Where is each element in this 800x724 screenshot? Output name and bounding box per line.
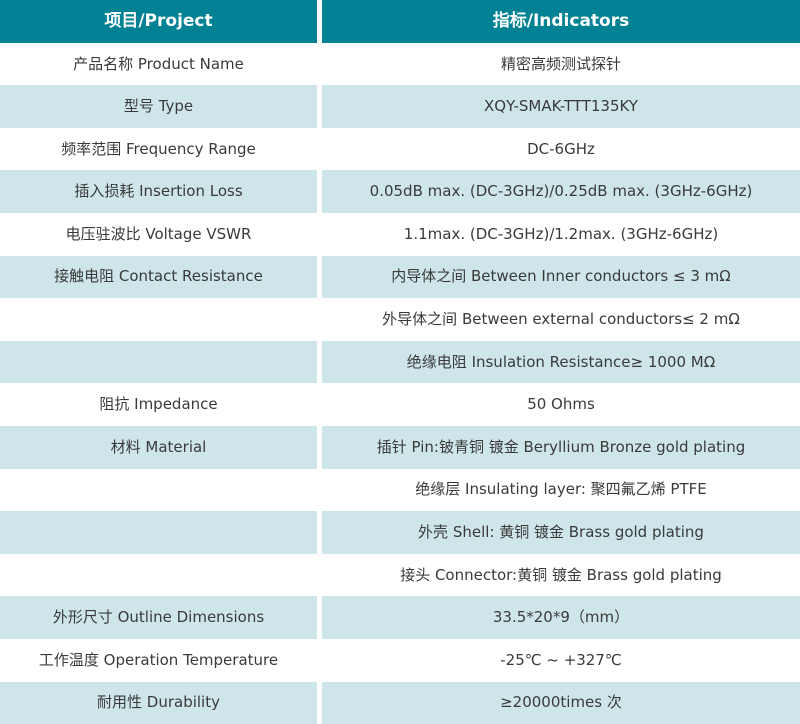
indicator-cell: 插针 Pin:铍青铜 镀金 Beryllium Bronze gold plat…	[322, 425, 800, 469]
indicator-cell: 绝缘层 Insulating layer: 聚四氟乙烯 PTFE	[322, 468, 800, 512]
indicator-cell: ≥20000times 次	[322, 681, 800, 724]
project-cell: 阻抗 Impedance	[0, 383, 317, 426]
indicator-cell: 精密高频测试探针	[322, 42, 800, 86]
indicator-cell: 0.05dB max. (DC-3GHz)/0.25dB max. (3GHz-…	[322, 170, 800, 213]
indicator-cell: 外壳 Shell: 黄铜 镀金 Brass gold plating	[322, 511, 800, 554]
column-divider	[317, 255, 322, 299]
table-row: 型号 Type XQY-SMAK-TTT135KY	[0, 85, 800, 128]
indicator-cell: XQY-SMAK-TTT135KY	[322, 85, 800, 128]
project-cell	[0, 340, 317, 384]
table-header-row: 项目/Project 指标/Indicators	[0, 0, 800, 43]
column-divider	[317, 85, 322, 128]
project-cell: 工作温度 Operation Temperature	[0, 638, 317, 682]
table-row: 电压驻波比 Voltage VSWR 1.1max. (DC-3GHz)/1.2m…	[0, 212, 800, 256]
project-cell: 接触电阻 Contact Resistance	[0, 255, 317, 299]
project-cell: 型号 Type	[0, 85, 317, 128]
indicator-cell: -25℃ ~ +327℃	[322, 638, 800, 682]
column-divider	[317, 383, 322, 426]
table-row: 外导体之间 Between external conductors≤ 2 mΩ	[0, 298, 800, 341]
indicator-cell: 1.1max. (DC-3GHz)/1.2max. (3GHz-6GHz)	[322, 212, 800, 256]
column-divider	[317, 638, 322, 682]
column-divider	[317, 681, 322, 724]
project-cell: 材料 Material	[0, 425, 317, 469]
column-divider	[317, 468, 322, 512]
table-row: 工作温度 Operation Temperature -25℃ ~ +327℃	[0, 638, 800, 682]
project-cell	[0, 298, 317, 341]
project-cell: 电压驻波比 Voltage VSWR	[0, 212, 317, 256]
project-cell: 插入损耗 Insertion Loss	[0, 170, 317, 213]
column-divider	[317, 170, 322, 213]
indicator-cell: 50 Ohms	[322, 383, 800, 426]
table-row: 阻抗 Impedance 50 Ohms	[0, 383, 800, 426]
indicator-cell: 外导体之间 Between external conductors≤ 2 mΩ	[322, 298, 800, 341]
column-divider	[317, 340, 322, 384]
table-row: 产品名称 Product Name 精密高频测试探针	[0, 42, 800, 86]
column-divider	[317, 511, 322, 554]
project-cell	[0, 468, 317, 512]
indicator-cell: DC-6GHz	[322, 127, 800, 171]
column-divider	[317, 425, 322, 469]
table-row: 外形尺寸 Outline Dimensions 33.5*20*9（mm）	[0, 596, 800, 639]
table-row: 外壳 Shell: 黄铜 镀金 Brass gold plating	[0, 511, 800, 554]
column-divider	[317, 0, 322, 43]
indicator-cell: 内导体之间 Between Inner conductors ≤ 3 mΩ	[322, 255, 800, 299]
project-cell: 外形尺寸 Outline Dimensions	[0, 596, 317, 639]
column-divider	[317, 212, 322, 256]
project-cell	[0, 553, 317, 597]
project-cell	[0, 511, 317, 554]
indicator-cell: 33.5*20*9（mm）	[322, 596, 800, 639]
column-divider	[317, 553, 322, 597]
table-row: 耐用性 Durability ≥20000times 次	[0, 681, 800, 724]
table-row: 频率范围 Frequency Range DC-6GHz	[0, 127, 800, 171]
header-project-cell: 项目/Project	[0, 0, 317, 43]
table-row: 插入损耗 Insertion Loss 0.05dB max. (DC-3GHz)…	[0, 170, 800, 213]
table-row: 绝缘电阻 Insulation Resistance≥ 1000 MΩ	[0, 340, 800, 384]
project-cell: 频率范围 Frequency Range	[0, 127, 317, 171]
table-row: 材料 Material 插针 Pin:铍青铜 镀金 Beryllium Bronz…	[0, 425, 800, 469]
table-row: 接触电阻 Contact Resistance 内导体之间 Between Inn…	[0, 255, 800, 299]
project-cell: 产品名称 Product Name	[0, 42, 317, 86]
table-row: 接头 Connector:黄铜 镀金 Brass gold plating	[0, 553, 800, 597]
indicator-cell: 绝缘电阻 Insulation Resistance≥ 1000 MΩ	[322, 340, 800, 384]
indicator-cell: 接头 Connector:黄铜 镀金 Brass gold plating	[322, 553, 800, 597]
header-indicators-cell: 指标/Indicators	[322, 0, 800, 43]
project-cell: 耐用性 Durability	[0, 681, 317, 724]
column-divider	[317, 298, 322, 341]
column-divider	[317, 127, 322, 171]
table-row: 绝缘层 Insulating layer: 聚四氟乙烯 PTFE	[0, 468, 800, 512]
column-divider	[317, 596, 322, 639]
column-divider	[317, 42, 322, 86]
